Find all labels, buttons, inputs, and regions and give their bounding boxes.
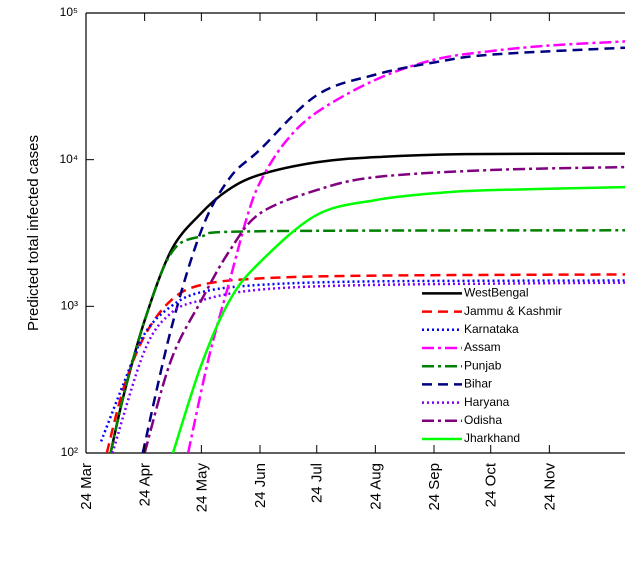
x-tick-label: 24 Aug bbox=[367, 463, 384, 510]
legend-label: Bihar bbox=[464, 377, 492, 391]
series-line bbox=[105, 273, 625, 453]
y-tick-label: 10⁴ bbox=[59, 152, 78, 166]
legend-label: Karnataka bbox=[464, 322, 519, 336]
x-tick-label: 24 May bbox=[193, 463, 210, 513]
series-line bbox=[186, 40, 625, 453]
plot-lines bbox=[99, 40, 625, 453]
x-tick-label: 24 Sep bbox=[426, 463, 443, 511]
series-line bbox=[141, 46, 625, 453]
y-tick-label: 10³ bbox=[61, 299, 78, 313]
series-line bbox=[111, 281, 625, 453]
legend-label: Haryana bbox=[464, 395, 510, 409]
legend-label: Assam bbox=[464, 340, 501, 354]
y-tick-label: 10² bbox=[61, 445, 78, 459]
legend-label: Jharkhand bbox=[464, 431, 520, 445]
x-tick-label: 24 Jul bbox=[309, 463, 326, 503]
legend-label: Jammu & Kashmir bbox=[464, 304, 562, 318]
y-tick-label: 10⁵ bbox=[60, 5, 78, 19]
legend-label: Odisha bbox=[464, 413, 502, 427]
series-line bbox=[143, 165, 625, 453]
series-line bbox=[99, 279, 625, 442]
legend-label: WestBengal bbox=[464, 286, 528, 300]
x-tick-label: 24 Oct bbox=[483, 462, 500, 507]
series-line bbox=[171, 185, 625, 453]
x-tick-label: 24 Mar bbox=[78, 463, 95, 510]
series-line bbox=[109, 229, 625, 453]
x-tick-label: 24 Apr bbox=[137, 463, 154, 506]
legend-label: Punjab bbox=[464, 358, 502, 372]
y-axis-title: Predicted total infected cases bbox=[25, 135, 42, 331]
x-tick-label: 24 Jun bbox=[252, 463, 269, 508]
x-tick-label: 24 Nov bbox=[541, 463, 558, 511]
